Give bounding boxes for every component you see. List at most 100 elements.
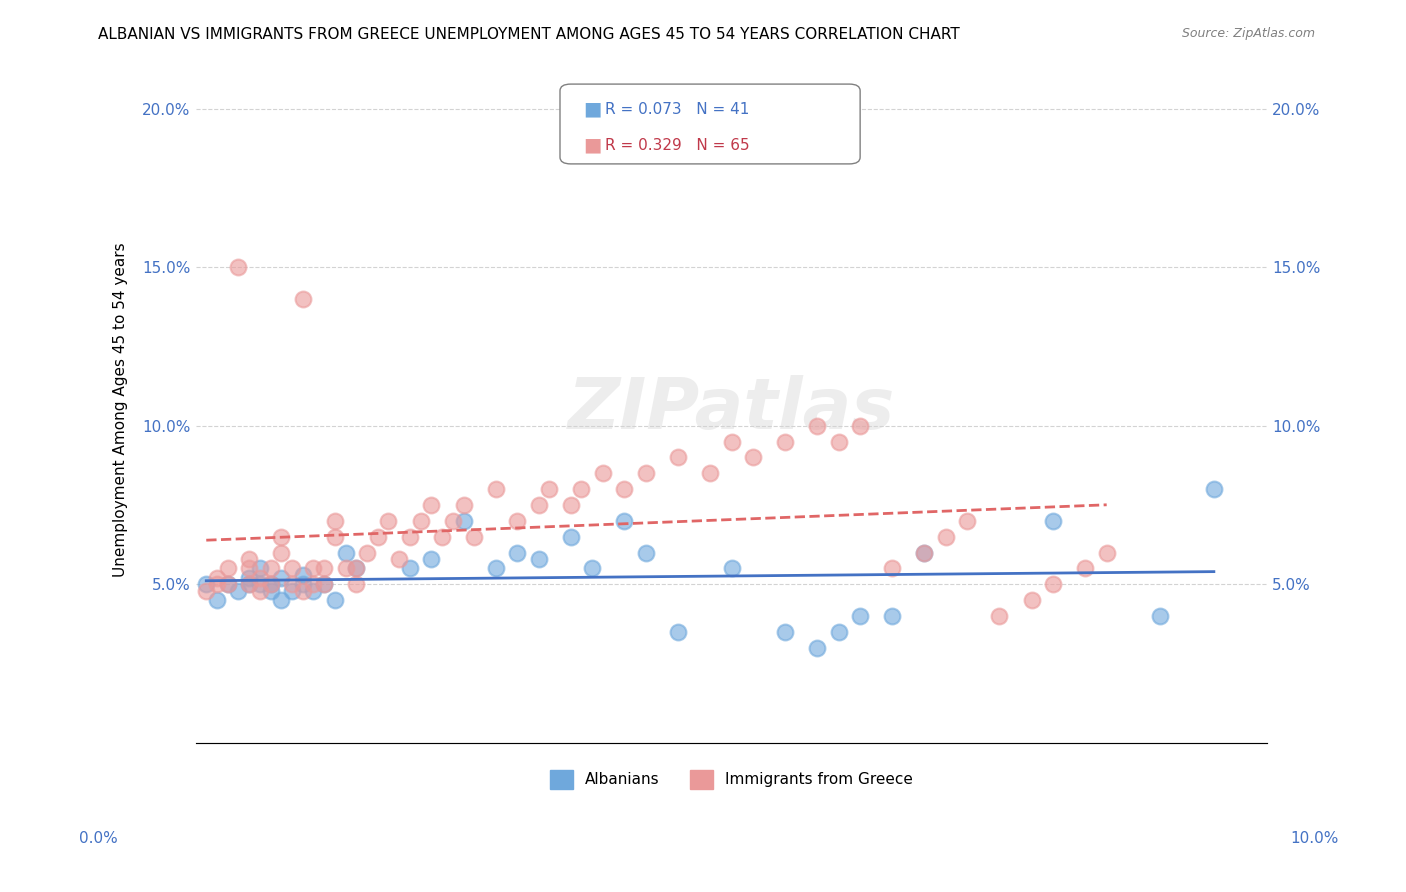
Point [228,260,250,275]
Point [249,577,271,591]
Point [388,552,411,566]
Point [205,593,228,607]
Point [270,593,292,607]
Point [302,583,325,598]
Point [849,418,872,433]
Point [527,498,550,512]
Text: ■: ■ [583,100,602,119]
Point [238,552,260,566]
Point [205,577,228,591]
Point [314,577,336,591]
Point [238,561,260,575]
Point [441,514,464,528]
Point [291,567,314,582]
Point [538,482,561,496]
Point [613,514,636,528]
Point [485,561,508,575]
Point [935,530,957,544]
Point [238,577,260,591]
Point [773,434,796,449]
Point [773,624,796,639]
Point [291,583,314,598]
Legend: Albanians, Immigrants from Greece: Albanians, Immigrants from Greece [544,764,920,795]
Point [806,418,828,433]
Point [249,561,271,575]
Point [914,545,936,559]
Point [720,434,742,449]
Point [430,530,453,544]
Point [849,608,872,623]
Point [217,577,239,591]
Point [1149,608,1171,623]
Point [323,530,346,544]
Point [323,514,346,528]
Point [270,530,292,544]
Point [249,571,271,585]
Text: ZIPatlas: ZIPatlas [568,376,896,444]
Point [217,561,239,575]
Point [228,583,250,598]
Point [1074,561,1097,575]
Point [281,577,304,591]
Point [420,552,443,566]
Point [666,624,689,639]
Point [560,530,582,544]
Point [259,577,281,591]
Text: ALBANIAN VS IMMIGRANTS FROM GREECE UNEMPLOYMENT AMONG AGES 45 TO 54 YEARS CORREL: ALBANIAN VS IMMIGRANTS FROM GREECE UNEMP… [98,27,960,42]
Text: R = 0.329   N = 65: R = 0.329 N = 65 [605,137,749,153]
Point [281,561,304,575]
Point [506,545,529,559]
Point [314,561,336,575]
Point [592,467,614,481]
Point [205,571,228,585]
Point [344,561,367,575]
Point [270,545,292,559]
Y-axis label: Unemployment Among Ages 45 to 54 years: Unemployment Among Ages 45 to 54 years [114,243,128,577]
Point [238,571,260,585]
Point [485,482,508,496]
Point [1042,577,1064,591]
Point [420,498,443,512]
Point [335,561,357,575]
Point [195,577,218,591]
Point [344,577,367,591]
Point [259,577,281,591]
Point [634,545,657,559]
Point [453,514,475,528]
Text: R = 0.073   N = 41: R = 0.073 N = 41 [605,102,749,117]
Point [399,561,422,575]
Point [527,552,550,566]
Point [291,577,314,591]
Point [571,482,593,496]
Point [259,583,281,598]
Point [882,561,904,575]
Point [828,434,851,449]
Point [1202,482,1225,496]
Point [259,561,281,575]
Point [335,545,357,559]
Point [323,593,346,607]
Point [399,530,422,544]
Point [914,545,936,559]
Point [270,571,292,585]
Point [828,624,851,639]
Point [217,577,239,591]
Point [281,583,304,598]
Point [506,514,529,528]
Point [344,561,367,575]
Point [699,467,721,481]
Point [634,467,657,481]
Point [1095,545,1118,559]
Point [463,530,485,544]
Text: ■: ■ [583,136,602,155]
Point [666,450,689,465]
Point [314,577,336,591]
Point [291,292,314,306]
Point [806,640,828,655]
Text: Source: ZipAtlas.com: Source: ZipAtlas.com [1181,27,1315,40]
Point [581,561,603,575]
Point [988,608,1011,623]
Point [720,561,742,575]
Point [882,608,904,623]
Point [956,514,979,528]
